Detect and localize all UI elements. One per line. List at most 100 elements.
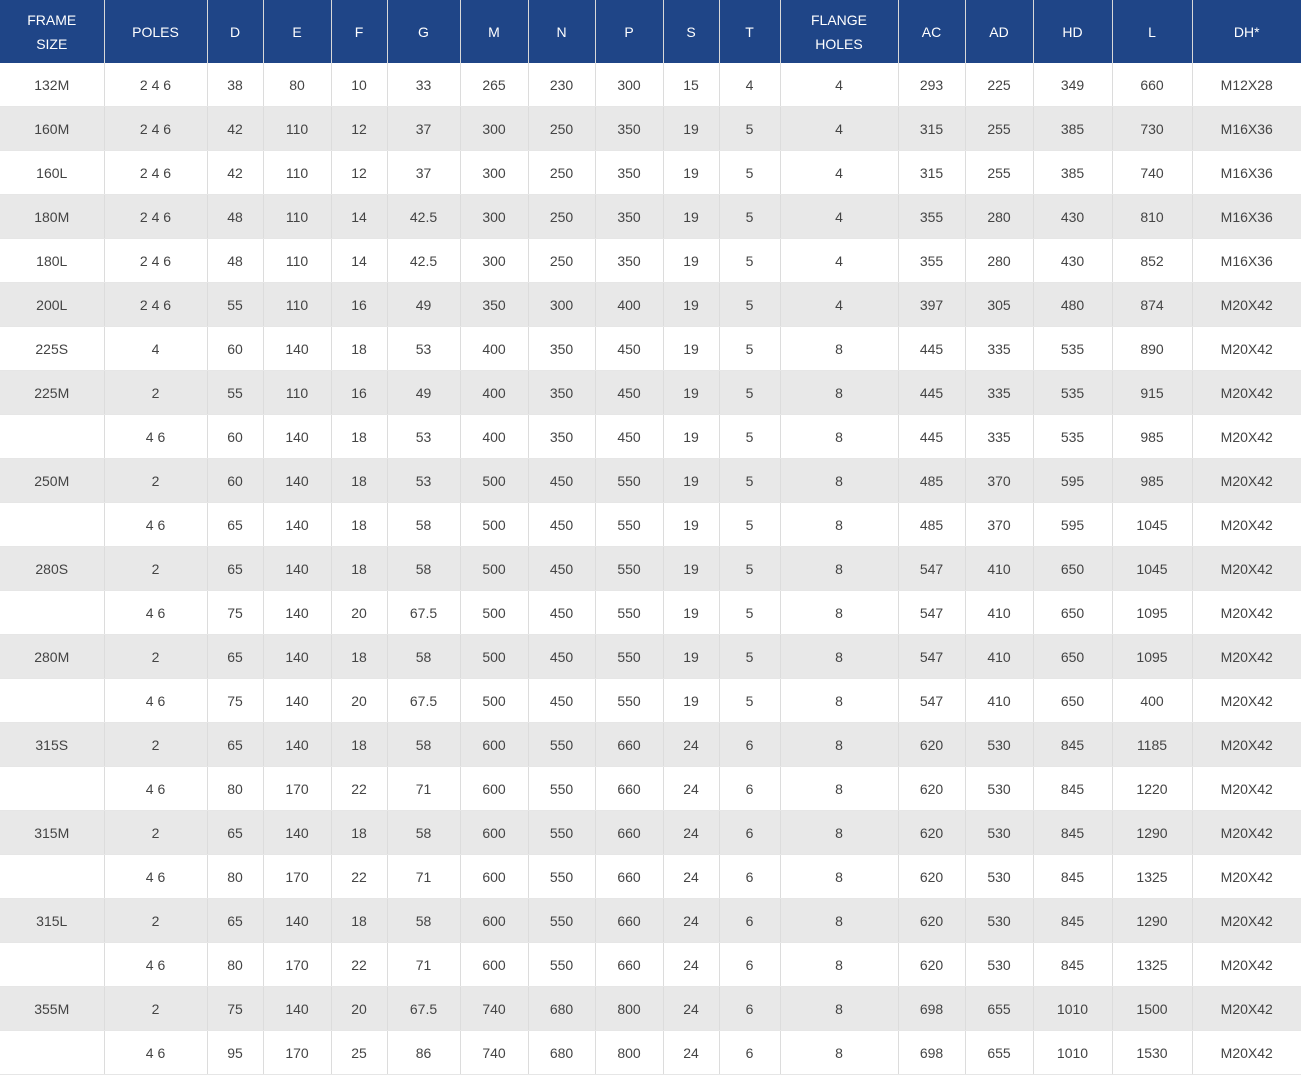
table-cell: 25 (331, 1030, 388, 1075)
table-cell: 24 (663, 810, 720, 855)
table-cell: 6 (719, 854, 781, 899)
table-cell: 650 (1033, 678, 1113, 723)
table-cell: 42.5 (387, 194, 461, 239)
table-cell: 300 (595, 63, 664, 107)
table-cell: 48 (207, 238, 264, 283)
table-cell: 1325 (1112, 942, 1193, 987)
table-cell: 450 (528, 502, 596, 547)
table-cell: 225M (0, 370, 105, 415)
table-cell: 300 (528, 282, 596, 327)
table-cell: 550 (528, 942, 596, 987)
table-body: 132M 2 4 6 38 80 10 33 265 230 300 15 4 4 293 225 349 6… (0, 63, 1301, 1075)
table-cell: 110 (263, 150, 332, 195)
table-cell: 8 (780, 502, 899, 547)
table-cell: 385 (1033, 106, 1113, 151)
table-cell: 500 (460, 590, 529, 635)
table-cell: 58 (387, 722, 461, 767)
table-row: 4 6 65 140 18 58 500 450 550 19 5 8 485 370 595 1045 M2… (0, 502, 1301, 547)
table-cell: 18 (331, 326, 388, 371)
table-cell: 170 (263, 854, 332, 899)
table-cell: 6 (719, 942, 781, 987)
table-cell: 225S (0, 326, 105, 371)
table-cell: M20X42 (1192, 282, 1301, 327)
table-cell: 55 (207, 282, 264, 327)
table-cell: 620 (898, 722, 966, 767)
header-cell: L (1112, 0, 1193, 63)
table-cell: 8 (780, 722, 899, 767)
header-text: HD (1062, 23, 1083, 40)
table-row: 4 6 75 140 20 67.5 500 450 550 19 5 8 547 410 650 400 M… (0, 678, 1301, 723)
table-cell: 280 (965, 238, 1034, 283)
table-cell: 530 (965, 722, 1034, 767)
table-cell: 5 (719, 238, 781, 283)
table-cell: M20X42 (1192, 766, 1301, 811)
table-cell: M20X42 (1192, 854, 1301, 899)
table-cell: 450 (595, 370, 664, 415)
table-cell: 450 (528, 590, 596, 635)
table-cell: 19 (663, 458, 720, 503)
table-cell: 49 (387, 370, 461, 415)
table-cell: 550 (595, 590, 664, 635)
table-cell: 5 (719, 590, 781, 635)
table-cell: 5 (719, 414, 781, 459)
table-cell: 985 (1112, 414, 1193, 459)
table-cell: 445 (898, 326, 966, 371)
table-cell: 95 (207, 1030, 264, 1075)
table-cell: 170 (263, 766, 332, 811)
table-cell: 19 (663, 678, 720, 723)
table-cell: 42 (207, 150, 264, 195)
table-cell: 680 (528, 1030, 596, 1075)
table-cell: 500 (460, 458, 529, 503)
table-cell: 140 (263, 810, 332, 855)
table-cell: 65 (207, 634, 264, 679)
table-cell: 660 (595, 854, 664, 899)
table-cell: 24 (663, 898, 720, 943)
table-cell: 315S (0, 722, 105, 767)
table-row: 160L 2 4 6 42 110 12 37 300 250 350 19 5 4 315 255 385… (0, 150, 1301, 195)
table-cell: 350 (595, 238, 664, 283)
table-cell: 60 (207, 326, 264, 371)
header-text: M (488, 23, 500, 40)
table-cell: 19 (663, 546, 720, 591)
table-cell: 65 (207, 810, 264, 855)
table-cell: 845 (1033, 722, 1113, 767)
table-row: 355M 2 75 140 20 67.5 740 680 800 24 6 8 698 655 1010 1… (0, 986, 1301, 1031)
header-cell: N (528, 0, 596, 63)
table-cell: 8 (780, 370, 899, 415)
table-cell: 4 6 (104, 502, 208, 547)
table-cell: 58 (387, 546, 461, 591)
table-cell: 6 (719, 986, 781, 1031)
table-cell: 4 6 (104, 942, 208, 987)
table-cell: M20X42 (1192, 634, 1301, 679)
table-cell: 660 (595, 942, 664, 987)
table-cell: 20 (331, 590, 388, 635)
table-row: 4 6 80 170 22 71 600 550 660 24 6 8 620 530 845 1325 M2… (0, 854, 1301, 899)
table-cell: M20X42 (1192, 326, 1301, 371)
table-cell: 280 (965, 194, 1034, 239)
table-cell: 5 (719, 502, 781, 547)
table-cell: 58 (387, 810, 461, 855)
table-cell: 698 (898, 986, 966, 1031)
table-cell: 355M (0, 986, 105, 1031)
table-cell: 315M (0, 810, 105, 855)
table-cell: 38 (207, 63, 264, 107)
table-cell: 65 (207, 546, 264, 591)
table-cell: 110 (263, 282, 332, 327)
table-cell: 530 (965, 766, 1034, 811)
table-cell: 550 (528, 898, 596, 943)
table-cell: 550 (528, 722, 596, 767)
table-cell: 2 (104, 810, 208, 855)
table-cell: 19 (663, 502, 720, 547)
table-cell: 485 (898, 458, 966, 503)
table-cell: 2 (104, 546, 208, 591)
table-cell: 250M (0, 458, 105, 503)
table-cell: 18 (331, 898, 388, 943)
table-cell: 24 (663, 722, 720, 767)
table-cell: 400 (1112, 678, 1193, 723)
table-cell: 385 (1033, 150, 1113, 195)
table-cell: 2 4 6 (104, 106, 208, 151)
table-cell: 250 (528, 150, 596, 195)
table-cell: M16X36 (1192, 106, 1301, 151)
table-cell: M20X42 (1192, 458, 1301, 503)
table-cell: 620 (898, 898, 966, 943)
